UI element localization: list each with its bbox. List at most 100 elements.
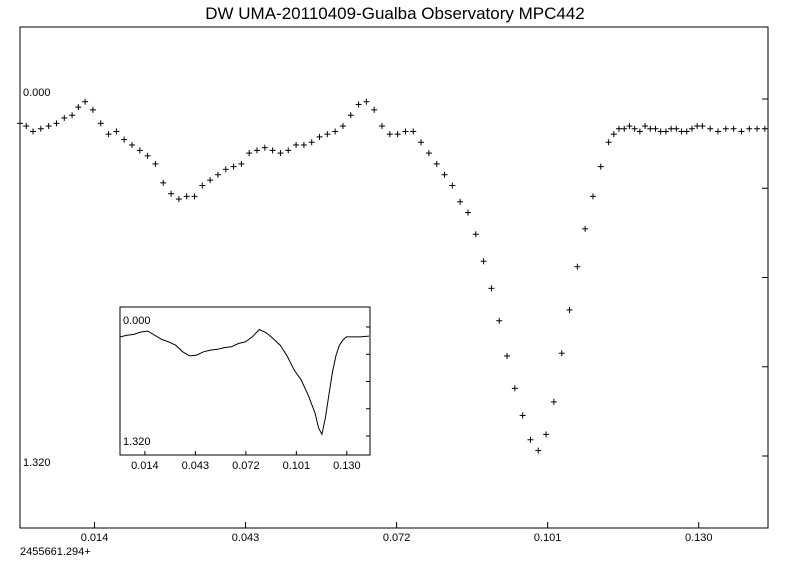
data-point <box>418 139 425 146</box>
inset-x-tick-label: 0.014 <box>131 460 159 472</box>
inset-x-tick-label: 0.101 <box>283 460 311 472</box>
data-point <box>355 101 362 108</box>
main-bottom-ticks <box>93 522 700 528</box>
data-point <box>69 112 76 119</box>
data-point <box>626 123 633 130</box>
data-point <box>379 123 386 130</box>
data-point <box>53 120 60 127</box>
data-point <box>566 306 573 313</box>
main-x-tick-labels: 0.014 0.043 0.072 0.101 0.130 <box>81 532 713 544</box>
inset-plot-background <box>120 307 370 455</box>
data-point <box>363 98 370 105</box>
data-point <box>23 123 30 130</box>
data-point <box>631 125 638 132</box>
data-point <box>300 141 307 148</box>
data-point <box>699 123 706 130</box>
data-point <box>688 125 695 132</box>
main-y-bottom-label: 1.320 <box>23 457 51 469</box>
data-point <box>37 125 44 132</box>
data-point <box>30 128 37 135</box>
data-point <box>582 225 589 232</box>
data-point <box>621 125 628 132</box>
data-point <box>511 385 518 392</box>
inset-x-tick-label: 0.072 <box>232 460 260 472</box>
main-x-tick-label: 0.072 <box>383 532 411 544</box>
inset-y-bottom-label: 1.320 <box>123 436 151 448</box>
data-point <box>128 141 135 148</box>
data-point <box>332 128 339 135</box>
data-point <box>175 196 182 203</box>
data-point <box>168 190 175 197</box>
data-point <box>662 128 669 135</box>
data-point <box>535 447 542 454</box>
data-point <box>449 182 456 189</box>
data-point <box>636 128 643 135</box>
data-point <box>433 160 440 167</box>
data-point <box>75 104 82 111</box>
data-point <box>616 125 623 132</box>
data-point <box>519 412 526 419</box>
inset-y-top-label: 0.000 <box>123 315 151 327</box>
data-point <box>652 125 659 132</box>
data-point <box>410 128 417 135</box>
data-point <box>371 106 378 113</box>
data-point <box>89 106 96 113</box>
data-point <box>504 352 511 359</box>
data-point <box>730 125 737 132</box>
main-x-tick-label: 0.101 <box>534 532 562 544</box>
data-point <box>183 193 190 200</box>
data-point <box>17 120 23 127</box>
data-point <box>136 147 143 154</box>
data-point <box>222 166 229 173</box>
data-point <box>647 125 654 132</box>
inset-light-curve <box>119 328 370 436</box>
data-point <box>261 144 268 151</box>
data-point <box>673 125 680 132</box>
data-point <box>574 263 581 270</box>
data-point <box>277 150 284 157</box>
data-point <box>347 112 354 119</box>
data-point <box>82 98 89 105</box>
inset-x-tick-label: 0.043 <box>182 460 210 472</box>
data-point <box>488 285 495 292</box>
data-point <box>238 160 245 167</box>
data-point <box>605 139 612 146</box>
inset-x-tick-labels: 0.014 0.043 0.072 0.101 0.130 <box>131 460 360 472</box>
data-point <box>496 317 503 324</box>
data-point <box>707 125 714 132</box>
data-point <box>45 123 52 130</box>
data-point <box>738 128 745 135</box>
inset-bottom-ticks <box>144 451 348 455</box>
chart-title: DW UMA-20110409-Gualba Observatory MPC44… <box>205 4 585 23</box>
data-point <box>597 163 604 170</box>
data-point <box>97 120 104 127</box>
data-point <box>269 147 276 154</box>
data-point <box>207 177 214 184</box>
data-point <box>246 150 253 157</box>
data-point <box>152 160 159 167</box>
data-point <box>683 128 690 135</box>
data-point <box>754 125 761 132</box>
data-point <box>293 141 300 148</box>
data-point <box>394 131 401 138</box>
data-point <box>464 209 471 216</box>
data-point <box>722 125 729 132</box>
data-point <box>402 128 409 135</box>
data-point <box>199 182 206 189</box>
data-point <box>527 436 534 443</box>
inset-right-ticks <box>366 326 370 437</box>
data-point <box>316 133 323 140</box>
data-point <box>558 350 565 357</box>
main-right-ticks <box>762 98 768 457</box>
data-point <box>441 171 448 178</box>
data-point <box>386 131 393 138</box>
data-point <box>160 179 167 186</box>
main-data-points <box>17 98 768 454</box>
data-point <box>472 231 479 238</box>
data-point <box>121 136 128 143</box>
data-point <box>61 114 68 121</box>
x-offset-label: 2455661.294+ <box>20 546 91 558</box>
data-point <box>694 123 701 130</box>
data-point <box>550 398 557 405</box>
